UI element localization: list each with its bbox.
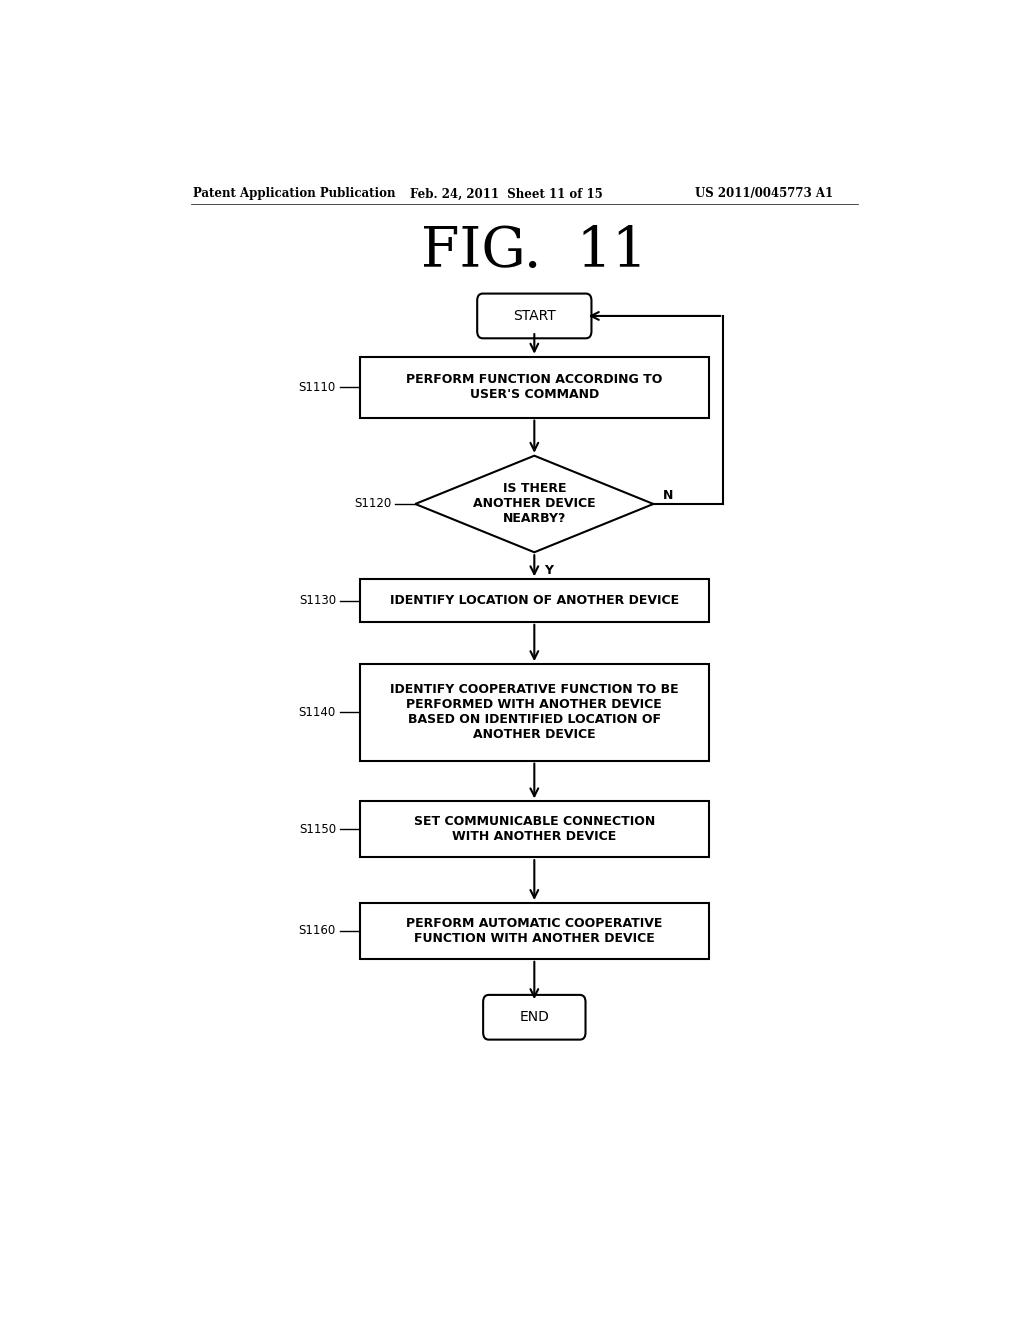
- FancyBboxPatch shape: [477, 293, 592, 338]
- Text: S1120: S1120: [354, 498, 391, 511]
- Text: FIG.  11: FIG. 11: [421, 224, 647, 280]
- Text: US 2011/0045773 A1: US 2011/0045773 A1: [695, 187, 834, 201]
- Text: SET COMMUNICABLE CONNECTION
WITH ANOTHER DEVICE: SET COMMUNICABLE CONNECTION WITH ANOTHER…: [414, 816, 655, 843]
- Text: PERFORM AUTOMATIC COOPERATIVE
FUNCTION WITH ANOTHER DEVICE: PERFORM AUTOMATIC COOPERATIVE FUNCTION W…: [407, 917, 663, 945]
- FancyBboxPatch shape: [483, 995, 586, 1040]
- Text: START: START: [513, 309, 556, 323]
- Text: Feb. 24, 2011  Sheet 11 of 15: Feb. 24, 2011 Sheet 11 of 15: [410, 187, 602, 201]
- Text: S1140: S1140: [299, 706, 336, 719]
- Polygon shape: [416, 455, 653, 552]
- Text: S1150: S1150: [299, 822, 336, 836]
- Bar: [359, 579, 709, 622]
- Bar: [359, 903, 709, 958]
- Bar: [359, 356, 709, 417]
- Text: S1160: S1160: [299, 924, 336, 937]
- Text: IDENTIFY LOCATION OF ANOTHER DEVICE: IDENTIFY LOCATION OF ANOTHER DEVICE: [390, 594, 679, 607]
- Text: END: END: [519, 1010, 549, 1024]
- Bar: [359, 801, 709, 857]
- Bar: [359, 664, 709, 760]
- Text: N: N: [663, 490, 673, 503]
- Text: Patent Application Publication: Patent Application Publication: [194, 187, 395, 201]
- Text: S1130: S1130: [299, 594, 336, 607]
- Text: IDENTIFY COOPERATIVE FUNCTION TO BE
PERFORMED WITH ANOTHER DEVICE
BASED ON IDENT: IDENTIFY COOPERATIVE FUNCTION TO BE PERF…: [390, 684, 679, 742]
- Text: S1110: S1110: [299, 380, 336, 393]
- Text: PERFORM FUNCTION ACCORDING TO
USER'S COMMAND: PERFORM FUNCTION ACCORDING TO USER'S COM…: [407, 374, 663, 401]
- Text: Y: Y: [544, 565, 553, 577]
- Text: IS THERE
ANOTHER DEVICE
NEARBY?: IS THERE ANOTHER DEVICE NEARBY?: [473, 483, 596, 525]
